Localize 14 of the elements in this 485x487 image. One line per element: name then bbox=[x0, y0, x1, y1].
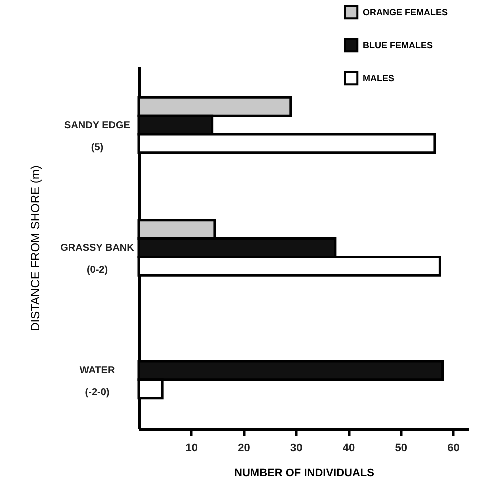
legend-label: MALES bbox=[363, 74, 394, 84]
y-axis-title: DISTANCE FROM SHORE (m) bbox=[28, 166, 43, 332]
y-tick-label: WATER (-2-0) bbox=[80, 366, 116, 399]
x-tick-label: 20 bbox=[238, 442, 250, 454]
x-axis-title: NUMBER OF INDIVIDUALS bbox=[234, 468, 374, 480]
y-tick-label: GRASSY BANK (0-2) bbox=[60, 243, 136, 276]
legend-label: BLUE FEMALES bbox=[363, 40, 434, 50]
y-tick-label: SANDY EDGE (5) bbox=[64, 120, 131, 154]
x-tick-label: 30 bbox=[290, 442, 303, 454]
x-tick-label: 60 bbox=[448, 442, 460, 454]
x-tick-label: 10 bbox=[186, 442, 198, 454]
x-tick-label: 40 bbox=[342, 442, 356, 454]
x-tick-label: 50 bbox=[395, 442, 408, 454]
legend-label: ORANGE FEMALES bbox=[363, 8, 448, 18]
